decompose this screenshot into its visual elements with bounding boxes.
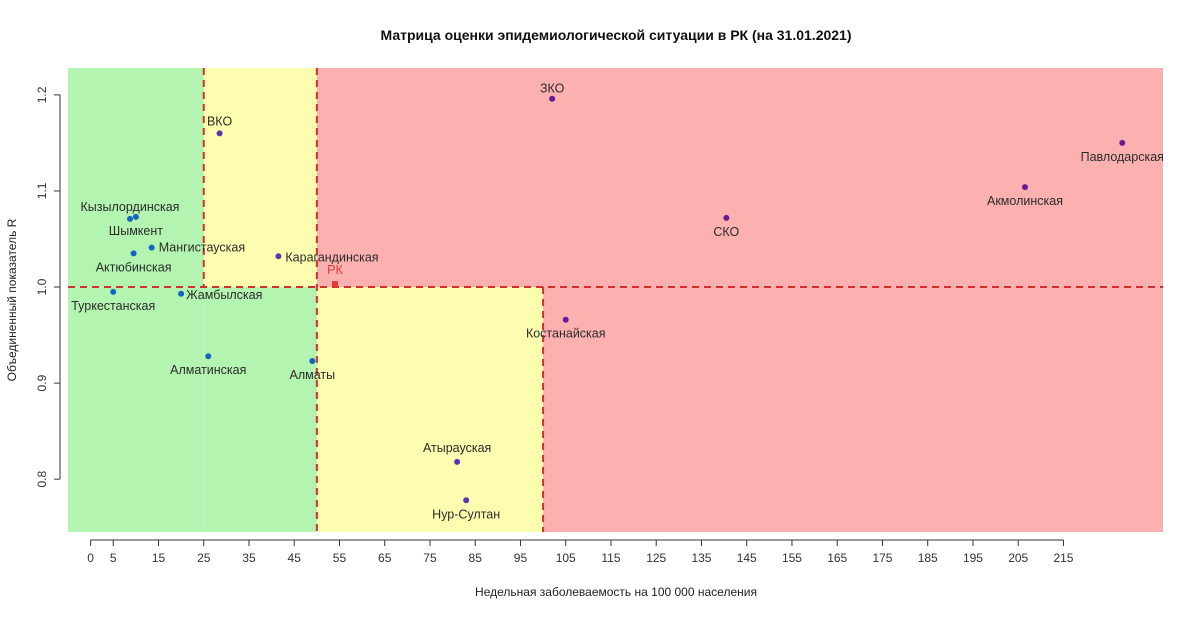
point-label-1: ВКО bbox=[207, 114, 232, 128]
y-axis-label: Объединенный показатель R bbox=[5, 218, 19, 381]
point-marker-13 bbox=[562, 316, 569, 323]
point-marker-8 bbox=[130, 250, 137, 257]
zone-red-4 bbox=[316, 68, 1163, 288]
zone-yellow-3 bbox=[316, 287, 544, 532]
point-label-4: Кызылординская bbox=[81, 200, 180, 214]
x-tick-label-0: 0 bbox=[87, 551, 94, 565]
y-tick-label-1.1: 1.1 bbox=[35, 182, 49, 199]
zone-yellow-2 bbox=[203, 68, 317, 288]
zone-green-1 bbox=[203, 287, 317, 532]
x-tick-label-135: 135 bbox=[691, 551, 711, 565]
point-label-rk: РК bbox=[327, 263, 343, 277]
chart-title: Матрица оценки эпидемиологической ситуац… bbox=[380, 27, 851, 43]
point-label-15: Алматы bbox=[290, 368, 336, 382]
point-label-12: Жамбылская bbox=[186, 288, 262, 302]
point-marker-4 bbox=[126, 215, 133, 222]
x-tick-label-155: 155 bbox=[782, 551, 802, 565]
x-tick-label-185: 185 bbox=[918, 551, 938, 565]
point-marker-15 bbox=[309, 358, 316, 365]
x-tick-label-85: 85 bbox=[469, 551, 483, 565]
x-tick-label-25: 25 bbox=[197, 551, 211, 565]
point-marker-14 bbox=[205, 353, 212, 360]
point-label-11: Туркестанская bbox=[71, 299, 155, 313]
axes-layer: 0 5 15 25 35 45 55 65 75 85 95 105 115 125 135 145 155 16… bbox=[35, 86, 1074, 565]
zone-red-5 bbox=[543, 287, 1163, 532]
point-marker-12 bbox=[178, 290, 185, 297]
point-marker-11 bbox=[110, 288, 117, 295]
x-tick-label-105: 105 bbox=[556, 551, 576, 565]
point-label-16: Атырауская bbox=[423, 441, 491, 455]
y-tick-label-1.2: 1.2 bbox=[35, 86, 49, 103]
x-tick-label-55: 55 bbox=[333, 551, 347, 565]
threshold-lines-layer bbox=[68, 68, 1163, 532]
x-tick-label-165: 165 bbox=[827, 551, 847, 565]
x-tick-label-65: 65 bbox=[378, 551, 392, 565]
point-marker-5 bbox=[132, 213, 139, 220]
x-tick-label-15: 15 bbox=[152, 551, 166, 565]
point-label-3: Акмолинская bbox=[987, 194, 1063, 208]
zone-green-0 bbox=[68, 68, 204, 532]
x-tick-label-215: 215 bbox=[1053, 551, 1073, 565]
point-label-2: Павлодарская bbox=[1081, 150, 1164, 164]
point-marker-6 bbox=[723, 214, 730, 221]
points-layer: ЗКО ВКО Павлодарская Акмолинская Кызылординс… bbox=[71, 82, 1164, 522]
point-label-5: Шымкент bbox=[109, 224, 163, 238]
point-marker-1 bbox=[216, 130, 223, 137]
point-marker-9 bbox=[275, 253, 282, 260]
x-axis-label: Недельная заболеваемость на 100 000 насе… bbox=[475, 585, 757, 599]
point-marker-0 bbox=[549, 95, 556, 102]
point-label-9: Карагандинская bbox=[285, 250, 378, 264]
y-tick-label-0.9: 0.9 bbox=[35, 374, 49, 391]
point-marker-17 bbox=[463, 497, 470, 504]
point-label-13: Костанайская bbox=[526, 327, 606, 341]
x-tick-label-195: 195 bbox=[963, 551, 983, 565]
x-tick-label-95: 95 bbox=[514, 551, 528, 565]
x-tick-label-175: 175 bbox=[872, 551, 892, 565]
point-marker-2 bbox=[1119, 139, 1126, 146]
point-marker-7 bbox=[148, 244, 155, 251]
y-tick-label-0.8: 0.8 bbox=[35, 470, 49, 487]
point-marker-3 bbox=[1021, 184, 1028, 191]
x-tick-label-5: 5 bbox=[110, 551, 117, 565]
x-tick-label-125: 125 bbox=[646, 551, 666, 565]
point-label-6: СКО bbox=[713, 225, 739, 239]
x-tick-label-205: 205 bbox=[1008, 551, 1028, 565]
point-label-14: Алматинская bbox=[170, 363, 246, 377]
point-label-8: Актюбинская bbox=[96, 260, 172, 274]
point-label-7: Мангистауская bbox=[159, 241, 245, 255]
x-tick-label-45: 45 bbox=[288, 551, 302, 565]
x-tick-label-115: 115 bbox=[601, 551, 620, 565]
x-tick-label-145: 145 bbox=[737, 551, 757, 565]
zones-layer bbox=[68, 68, 1163, 532]
point-marker-rk bbox=[331, 281, 338, 288]
point-label-0: ЗКО bbox=[540, 82, 565, 96]
point-marker-16 bbox=[454, 458, 461, 465]
y-tick-label-1: 1.0 bbox=[35, 278, 49, 295]
x-tick-label-35: 35 bbox=[242, 551, 256, 565]
x-tick-label-75: 75 bbox=[423, 551, 437, 565]
point-label-17: Нур-Султан bbox=[432, 507, 500, 521]
